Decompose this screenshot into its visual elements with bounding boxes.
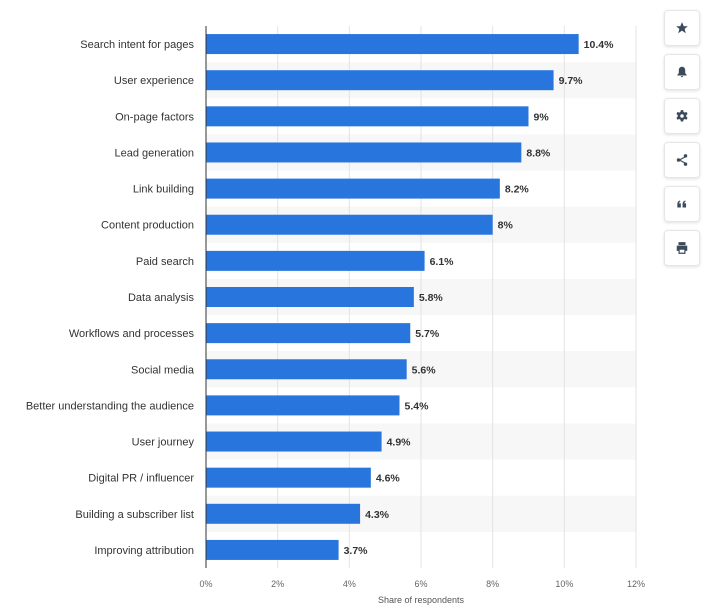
category-label: Building a subscriber list: [75, 509, 194, 521]
x-tick-label: 10%: [555, 579, 573, 589]
bar[interactable]: [206, 431, 382, 452]
category-label: Digital PR / influencer: [88, 473, 194, 485]
value-label: 5.6%: [412, 364, 437, 376]
value-label: 8.2%: [505, 184, 530, 196]
category-label: Workflows and processes: [69, 328, 195, 340]
bar[interactable]: [206, 142, 522, 163]
value-labels: 10.4% 9.7% 9% 8.8% 8.2% 8% 6.1% 5.8% 5.7% 5.6% 5.4…: [344, 39, 615, 557]
bar[interactable]: [206, 359, 407, 380]
value-label: 8.8%: [526, 147, 551, 159]
value-label: 4.3%: [365, 509, 390, 521]
category-label: User experience: [114, 75, 194, 87]
x-tick-label: 12%: [627, 579, 645, 589]
x-tick-label: 2%: [271, 579, 284, 589]
x-tick-label: 4%: [343, 579, 356, 589]
category-label: Improving attribution: [94, 545, 194, 557]
printer-icon: [676, 242, 688, 254]
value-label: 5.8%: [419, 292, 444, 304]
value-label: 9%: [534, 111, 550, 123]
x-tick-label: 6%: [414, 579, 427, 589]
bar[interactable]: [206, 214, 493, 235]
category-labels: Search intent for pages User experience On…: [26, 39, 195, 557]
share-icon: [676, 154, 688, 166]
x-tick-label: 0%: [199, 579, 212, 589]
x-tick-label: 8%: [486, 579, 499, 589]
category-label: Lead generation: [114, 147, 194, 159]
category-label: Link building: [133, 184, 194, 196]
gear-icon: [676, 110, 688, 122]
bar[interactable]: [206, 323, 411, 344]
category-label: Better understanding the audience: [26, 400, 194, 412]
notification-button[interactable]: [664, 54, 700, 90]
bar[interactable]: [206, 503, 361, 524]
value-label: 8%: [498, 220, 514, 232]
bar[interactable]: [206, 250, 425, 271]
value-label: 10.4%: [584, 39, 614, 51]
x-tick-labels: 0% 2% 4% 6% 8% 10% 12%: [199, 579, 645, 589]
star-button[interactable]: [664, 10, 700, 46]
share-button[interactable]: [664, 142, 700, 178]
x-axis-title: Share of respondents: [378, 595, 465, 605]
star-icon: [676, 22, 688, 34]
bar[interactable]: [206, 34, 579, 55]
category-label: Social media: [131, 364, 195, 376]
category-label: Paid search: [136, 256, 194, 268]
category-label: Content production: [101, 220, 194, 232]
category-label: User journey: [132, 437, 195, 449]
value-label: 3.7%: [344, 545, 369, 557]
value-label: 6.1%: [430, 256, 455, 268]
print-button[interactable]: [664, 230, 700, 266]
bar-chart: Search intent for pages User experience On…: [26, 26, 645, 605]
bar[interactable]: [206, 395, 400, 416]
quote-icon: [677, 200, 687, 208]
value-label: 9.7%: [559, 75, 584, 87]
bar[interactable]: [206, 467, 371, 488]
bar[interactable]: [206, 178, 500, 199]
bar[interactable]: [206, 539, 339, 560]
value-label: 5.7%: [415, 328, 440, 340]
bar[interactable]: [206, 287, 414, 307]
value-label: 5.4%: [405, 400, 430, 412]
settings-button[interactable]: [664, 98, 700, 134]
bar[interactable]: [206, 106, 529, 127]
category-label: On-page factors: [115, 111, 194, 123]
bell-icon: [677, 66, 687, 78]
bars: [206, 34, 579, 560]
bar[interactable]: [206, 70, 554, 91]
value-label: 4.9%: [387, 437, 412, 449]
value-label: 4.6%: [376, 473, 401, 485]
category-label: Data analysis: [128, 292, 195, 304]
category-label: Search intent for pages: [80, 39, 194, 51]
cite-button[interactable]: [664, 186, 700, 222]
sidebar-toolbar: [664, 10, 700, 274]
